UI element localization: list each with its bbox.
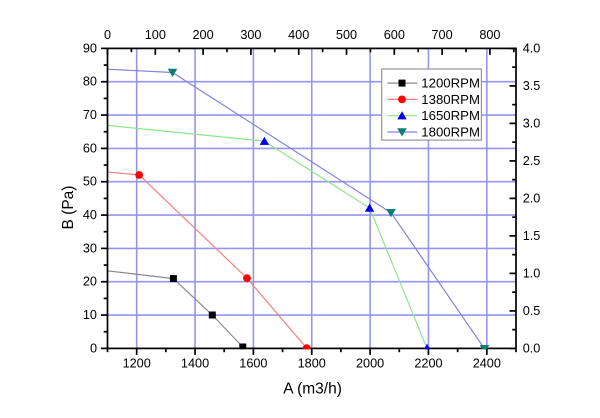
svg-text:400: 400 xyxy=(288,28,309,42)
svg-text:0: 0 xyxy=(90,341,97,355)
svg-text:2.0: 2.0 xyxy=(523,191,541,205)
svg-text:800: 800 xyxy=(479,28,500,42)
svg-text:0.0: 0.0 xyxy=(523,341,541,355)
svg-text:4.0: 4.0 xyxy=(523,41,541,55)
svg-text:300: 300 xyxy=(240,28,261,42)
svg-text:3.5: 3.5 xyxy=(523,79,541,93)
svg-text:70: 70 xyxy=(83,108,97,122)
svg-text:60: 60 xyxy=(83,141,97,155)
svg-text:500: 500 xyxy=(336,28,357,42)
svg-text:2000: 2000 xyxy=(356,357,384,371)
svg-text:1.5: 1.5 xyxy=(523,229,541,243)
svg-text:100: 100 xyxy=(145,28,166,42)
svg-text:1400: 1400 xyxy=(181,357,209,371)
svg-text:200: 200 xyxy=(193,28,214,42)
svg-text:2.5: 2.5 xyxy=(523,154,541,168)
svg-text:1.0: 1.0 xyxy=(523,266,541,280)
svg-text:600: 600 xyxy=(384,28,405,42)
svg-text:1380RPM: 1380RPM xyxy=(421,92,480,107)
svg-text:1200: 1200 xyxy=(123,357,151,371)
svg-text:2200: 2200 xyxy=(414,357,442,371)
svg-text:1650RPM: 1650RPM xyxy=(421,108,480,123)
svg-text:0: 0 xyxy=(104,28,111,42)
svg-text:1800RPM: 1800RPM xyxy=(421,124,480,139)
svg-text:50: 50 xyxy=(83,175,97,189)
svg-text:40: 40 xyxy=(83,208,97,222)
svg-text:10: 10 xyxy=(83,308,97,322)
svg-text:2400: 2400 xyxy=(473,357,501,371)
svg-text:3.0: 3.0 xyxy=(523,116,541,130)
svg-text:0.5: 0.5 xyxy=(523,304,541,318)
svg-text:20: 20 xyxy=(83,275,97,289)
svg-text:30: 30 xyxy=(83,241,97,255)
svg-text:1800: 1800 xyxy=(298,357,326,371)
svg-text:90: 90 xyxy=(83,41,97,55)
svg-text:A (m3/h): A (m3/h) xyxy=(283,380,342,397)
svg-text:1600: 1600 xyxy=(239,357,267,371)
svg-text:B (Pa): B (Pa) xyxy=(60,186,77,230)
svg-text:80: 80 xyxy=(83,75,97,89)
svg-text:700: 700 xyxy=(432,28,453,42)
svg-text:1200RPM: 1200RPM xyxy=(421,76,480,91)
